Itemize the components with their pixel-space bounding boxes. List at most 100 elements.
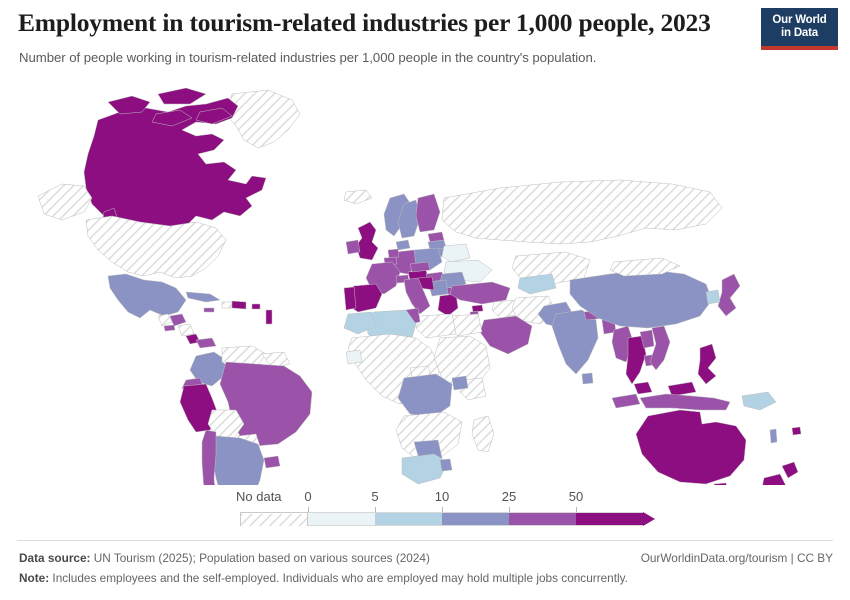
- country-mexico[interactable]: [107, 273, 187, 319]
- country-uzbekistan[interactable]: [517, 273, 557, 295]
- country-indonesia[interactable]: [611, 393, 731, 411]
- country-united-kingdom[interactable]: [355, 221, 379, 261]
- country-cyprus[interactable]: [471, 304, 484, 313]
- country-new-zealand[interactable]: [762, 461, 799, 485]
- data-source-text: UN Tourism (2025); Population based on v…: [90, 551, 430, 565]
- note-text: Includes employees and the self-employed…: [49, 571, 628, 585]
- country-saudi-arabia[interactable]: [479, 315, 533, 355]
- country-greece[interactable]: [437, 293, 459, 317]
- legend-bin-5-to-10[interactable]: [375, 512, 442, 526]
- world-map-svg[interactable]: [0, 80, 850, 485]
- legend-tick-0: [308, 507, 309, 512]
- country-alaska[interactable]: [37, 183, 93, 221]
- country-fiji[interactable]: [791, 426, 802, 436]
- country-netherlands[interactable]: [387, 248, 400, 259]
- country-finland[interactable]: [415, 193, 441, 233]
- legend-no-data-swatch[interactable]: [240, 512, 308, 526]
- country-portugal[interactable]: [343, 286, 357, 311]
- note-line: Note: Includes employees and the self-em…: [19, 571, 628, 585]
- data-source-line: Data source: UN Tourism (2025); Populati…: [19, 551, 430, 565]
- country-chile[interactable]: [201, 429, 228, 485]
- country-greenland[interactable]: [225, 89, 301, 149]
- country-madagascar[interactable]: [471, 415, 495, 453]
- country-lesser-antilles[interactable]: [265, 309, 273, 325]
- country-kazakhstan[interactable]: [511, 251, 591, 285]
- legend-color-ramp[interactable]: 0 5 10 25 50: [304, 489, 655, 526]
- country-russia[interactable]: [441, 179, 723, 245]
- country-canada-arctic-islands[interactable]: [107, 87, 233, 127]
- country-uganda[interactable]: [451, 375, 469, 391]
- country-denmark[interactable]: [395, 239, 411, 251]
- country-iraq[interactable]: [491, 299, 521, 319]
- country-belarus[interactable]: [441, 243, 471, 263]
- country-eswatini[interactable]: [439, 458, 453, 472]
- country-vanuatu[interactable]: [769, 428, 778, 444]
- country-colombia[interactable]: [189, 351, 227, 387]
- country-cuba[interactable]: [185, 291, 221, 303]
- legend-tick-50: [576, 507, 577, 512]
- legend-tick-5: [375, 507, 376, 512]
- legend-bin-50-and-above[interactable]: [576, 512, 643, 526]
- country-peru[interactable]: [179, 383, 219, 433]
- note-label: Note:: [19, 571, 50, 585]
- country-honduras[interactable]: [169, 313, 187, 327]
- legend-no-data-label: No data: [236, 489, 282, 504]
- country-puerto-rico[interactable]: [251, 303, 261, 310]
- country-panama[interactable]: [195, 337, 217, 349]
- country-morocco[interactable]: [343, 311, 377, 335]
- legend-open-ended-arrow: [643, 512, 655, 526]
- country-ireland[interactable]: [345, 239, 361, 255]
- country-philippines[interactable]: [697, 343, 717, 385]
- attribution-link[interactable]: OurWorldinData.org/tourism | CC BY: [640, 551, 833, 565]
- our-world-in-data-logo[interactable]: Our World in Data: [761, 8, 838, 50]
- country-drc[interactable]: [397, 373, 453, 419]
- country-south-africa[interactable]: [401, 453, 449, 485]
- country-mongolia[interactable]: [609, 257, 681, 277]
- legend-bin-0-to-5[interactable]: [308, 512, 375, 526]
- chart-header: Employment in tourism-related industries…: [0, 0, 850, 78]
- legend-tick-10: [442, 507, 443, 512]
- map-legend: No data 0 5 10 25 50: [0, 488, 850, 536]
- country-italy[interactable]: [403, 277, 431, 315]
- page-title: Employment in tourism-related industries…: [18, 8, 711, 37]
- country-jamaica[interactable]: [203, 307, 215, 313]
- country-uruguay[interactable]: [263, 455, 281, 469]
- logo-line-1: Our World: [772, 14, 827, 26]
- country-senegal[interactable]: [345, 349, 363, 365]
- logo-line-2: in Data: [781, 27, 818, 39]
- country-sri-lanka[interactable]: [581, 372, 594, 385]
- country-guyanas[interactable]: [261, 351, 291, 369]
- country-japan[interactable]: [717, 273, 741, 317]
- country-el-salvador[interactable]: [163, 324, 176, 332]
- country-vietnam[interactable]: [649, 325, 671, 371]
- country-south-korea[interactable]: [705, 289, 721, 305]
- legend-tick-label-50: 50: [568, 489, 584, 504]
- country-turkey[interactable]: [449, 281, 511, 305]
- country-dominican-republic[interactable]: [231, 300, 247, 310]
- legend-tick-label-5: 5: [371, 489, 379, 504]
- country-laos[interactable]: [639, 329, 655, 349]
- country-haiti[interactable]: [221, 301, 233, 309]
- country-iceland[interactable]: [343, 189, 373, 205]
- country-libya[interactable]: [415, 313, 457, 339]
- no-data-hatch-svg: [241, 514, 307, 526]
- country-czechia[interactable]: [409, 261, 431, 273]
- country-australia[interactable]: [635, 409, 747, 485]
- legend-bin-10-to-25[interactable]: [442, 512, 509, 526]
- legend-tick-label-10: 10: [434, 489, 450, 504]
- country-papua-new-guinea[interactable]: [741, 391, 777, 411]
- chart-footer: Data source: UN Tourism (2025); Populati…: [0, 540, 850, 600]
- legend-tick-label-0: 0: [304, 489, 312, 504]
- country-guatemala[interactable]: [157, 313, 173, 327]
- country-sweden[interactable]: [397, 199, 421, 239]
- country-nicaragua[interactable]: [177, 323, 195, 337]
- legend-bin-25-to-50[interactable]: [509, 512, 576, 526]
- country-tasmania[interactable]: [713, 482, 728, 485]
- legend-tick-label-25: 25: [501, 489, 517, 504]
- world-map[interactable]: [0, 80, 850, 485]
- country-malaysia[interactable]: [633, 381, 697, 397]
- legend-tick-25: [509, 507, 510, 512]
- country-united-states[interactable]: [85, 215, 227, 279]
- country-argentina[interactable]: [211, 435, 265, 485]
